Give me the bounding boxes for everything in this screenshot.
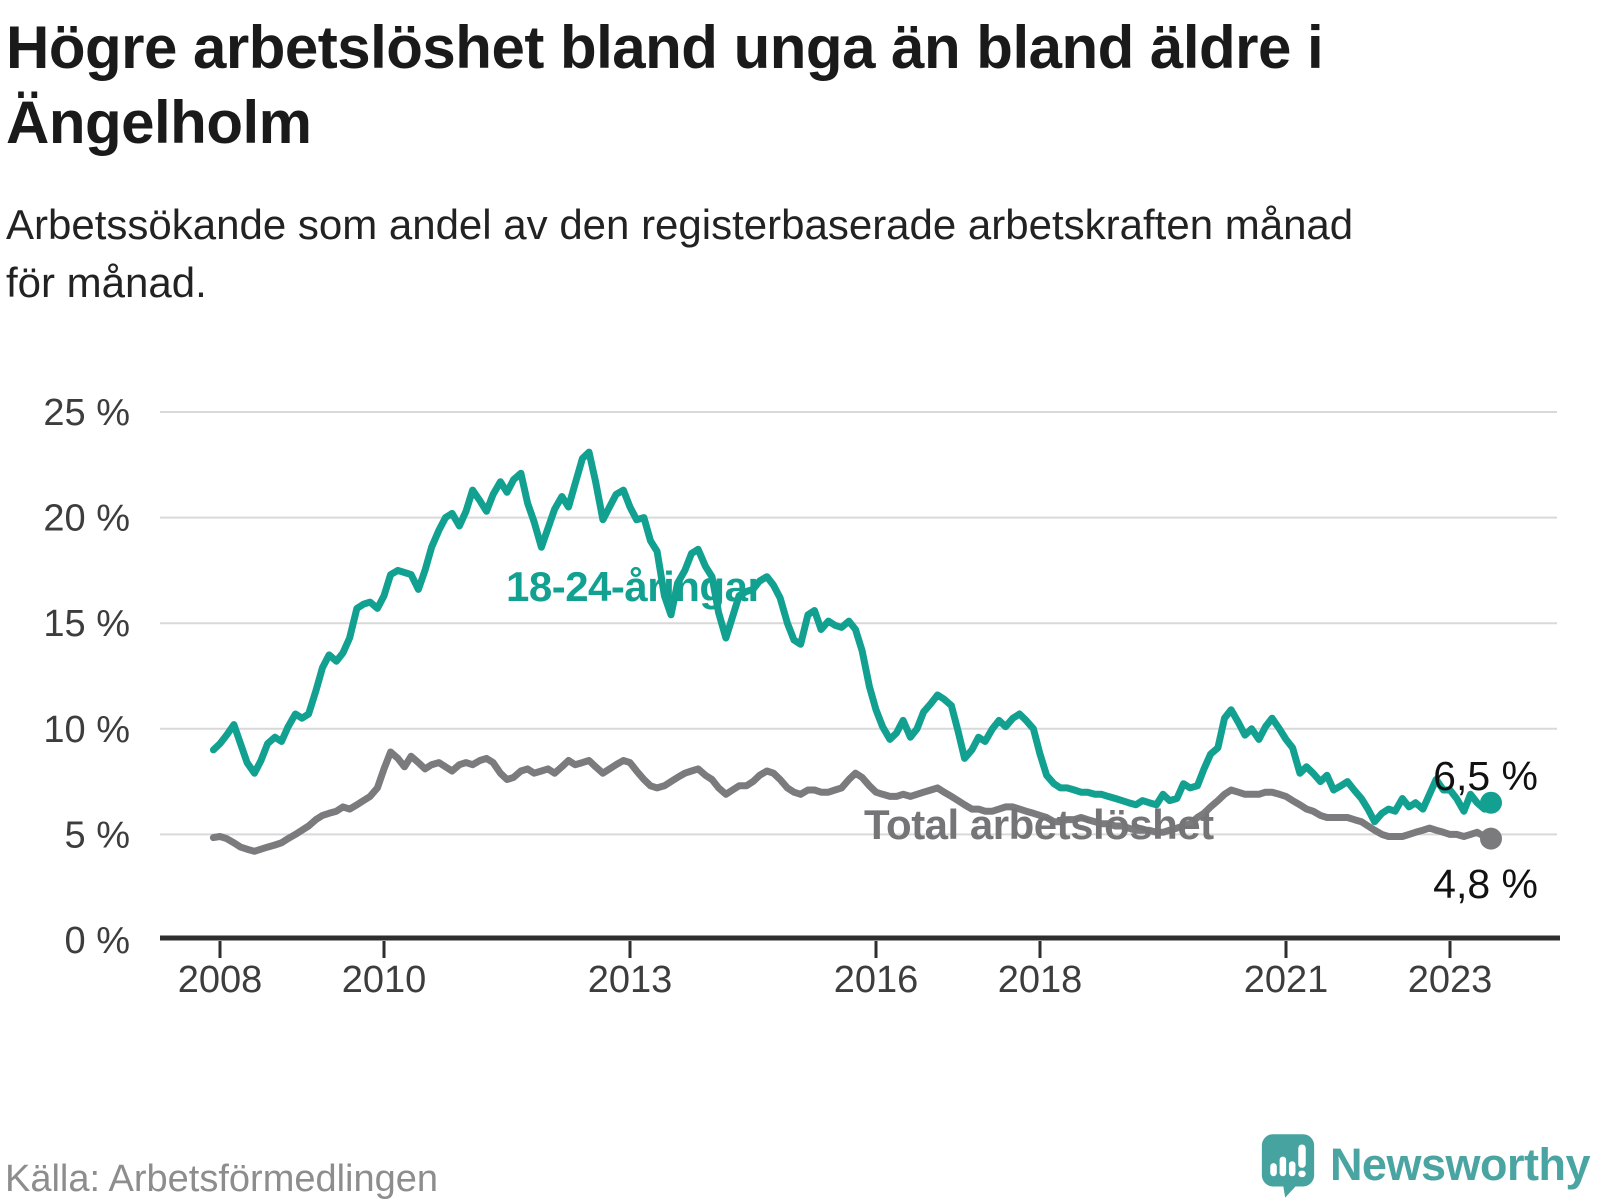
x-tick-label-2021: 2021	[1244, 959, 1329, 1001]
series-line-total	[209, 748, 1495, 855]
chart-header: Högre arbetslöshet bland unga än bland ä…	[6, 10, 1566, 312]
end-value-label-total: 4,8 %	[1433, 861, 1538, 907]
y-tick-label-25: 25 %	[43, 392, 130, 434]
y-tick-label-10: 10 %	[43, 709, 130, 751]
y-tick-label-15: 15 %	[43, 603, 130, 645]
end-value-label-18-24: 6,5 %	[1433, 753, 1538, 799]
x-tick-label-2023: 2023	[1408, 959, 1493, 1001]
series-label-18-24: 18-24-åringar	[506, 563, 764, 610]
x-tick-label-2010: 2010	[342, 959, 427, 1001]
x-tick-label-2016: 2016	[834, 959, 919, 1001]
series-label-total: Total arbetslöshet	[864, 801, 1214, 848]
series-end-dot-total	[1480, 827, 1502, 850]
y-tick-label-5: 5 %	[65, 814, 130, 856]
newsworthy-logo: Newsworthy	[1260, 1132, 1591, 1198]
x-tick-label-2013: 2013	[588, 959, 673, 1001]
y-tick-label-0: 0 %	[65, 920, 130, 962]
x-tick-label-2008: 2008	[178, 959, 263, 1001]
chart-title: Högre arbetslöshet bland unga än bland ä…	[6, 14, 1324, 156]
brand-name: Newsworthy	[1329, 1139, 1591, 1190]
source-note: Källa: Arbetsförmedlingen	[5, 1158, 439, 1200]
y-tick-label-20: 20 %	[43, 498, 130, 540]
chart-subtitle: Arbetssökande som andel av den registerb…	[6, 201, 1354, 306]
series-line-18-24	[209, 448, 1495, 826]
newsworthy-speech-bubble-bar-chart-icon	[1261, 1134, 1315, 1198]
x-tick-label-2018: 2018	[998, 959, 1083, 1001]
